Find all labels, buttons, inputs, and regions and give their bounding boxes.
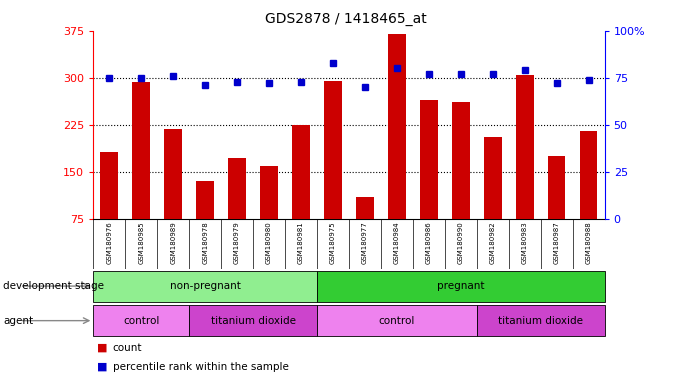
Text: GSM180985: GSM180985 bbox=[138, 221, 144, 264]
Text: GSM180978: GSM180978 bbox=[202, 221, 208, 264]
Bar bbox=[452, 102, 470, 219]
Bar bbox=[580, 131, 598, 219]
Text: GSM180988: GSM180988 bbox=[586, 221, 591, 264]
Text: GSM180982: GSM180982 bbox=[490, 221, 495, 264]
Text: non-pregnant: non-pregnant bbox=[170, 281, 240, 291]
Text: GSM180981: GSM180981 bbox=[298, 221, 304, 264]
Text: control: control bbox=[379, 316, 415, 326]
Text: titanium dioxide: titanium dioxide bbox=[498, 316, 583, 326]
Bar bbox=[164, 129, 182, 219]
Bar bbox=[100, 152, 118, 219]
Bar bbox=[516, 74, 533, 219]
Text: GSM180976: GSM180976 bbox=[106, 221, 112, 264]
Bar bbox=[324, 81, 342, 219]
Bar bbox=[477, 305, 605, 336]
Text: GSM180990: GSM180990 bbox=[458, 221, 464, 264]
Bar bbox=[317, 270, 605, 302]
Text: ■: ■ bbox=[97, 362, 107, 372]
Bar bbox=[228, 158, 246, 219]
Text: GSM180980: GSM180980 bbox=[266, 221, 272, 264]
Text: ■: ■ bbox=[97, 343, 107, 353]
Bar bbox=[189, 305, 317, 336]
Bar bbox=[388, 34, 406, 219]
Text: percentile rank within the sample: percentile rank within the sample bbox=[113, 362, 289, 372]
Text: GSM180979: GSM180979 bbox=[234, 221, 240, 264]
Text: GSM180986: GSM180986 bbox=[426, 221, 432, 264]
Bar bbox=[548, 156, 565, 219]
Text: GSM180983: GSM180983 bbox=[522, 221, 528, 264]
Bar bbox=[420, 100, 437, 219]
Text: development stage: development stage bbox=[3, 281, 104, 291]
Text: GSM180989: GSM180989 bbox=[170, 221, 176, 264]
Text: GSM180987: GSM180987 bbox=[553, 221, 560, 264]
Bar bbox=[356, 197, 374, 219]
Text: control: control bbox=[123, 316, 160, 326]
Bar bbox=[292, 125, 310, 219]
Text: GSM180975: GSM180975 bbox=[330, 221, 336, 264]
Text: GDS2878 / 1418465_at: GDS2878 / 1418465_at bbox=[265, 12, 426, 25]
Bar bbox=[93, 270, 317, 302]
Bar bbox=[261, 166, 278, 219]
Bar bbox=[133, 82, 150, 219]
Text: agent: agent bbox=[3, 316, 34, 326]
Text: pregnant: pregnant bbox=[437, 281, 484, 291]
Text: GSM180977: GSM180977 bbox=[362, 221, 368, 264]
Bar bbox=[484, 137, 502, 219]
Text: GSM180984: GSM180984 bbox=[394, 221, 400, 264]
Bar bbox=[317, 305, 477, 336]
Text: titanium dioxide: titanium dioxide bbox=[211, 316, 296, 326]
Bar bbox=[196, 181, 214, 219]
Bar bbox=[93, 305, 189, 336]
Text: count: count bbox=[113, 343, 142, 353]
